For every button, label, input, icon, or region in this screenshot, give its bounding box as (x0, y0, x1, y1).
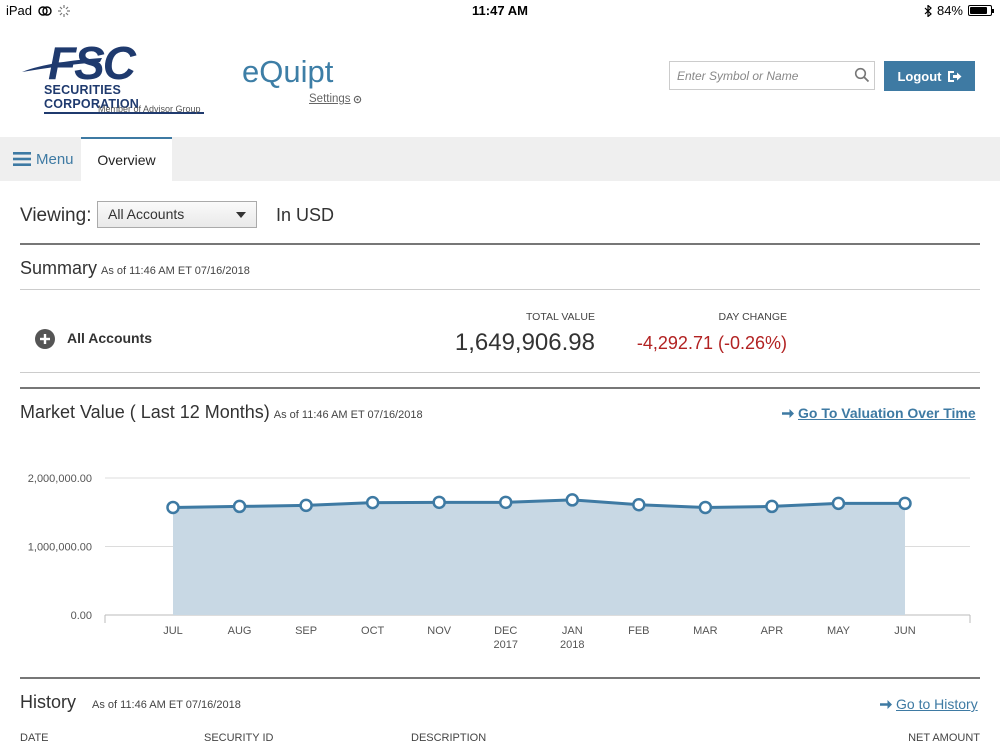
arrow-right-icon (782, 408, 794, 418)
logout-icon (947, 70, 962, 82)
gear-icon (353, 95, 361, 103)
market-value-as-of: As of 11:46 AM ET 07/16/2018 (273, 409, 423, 421)
data-point (232, 499, 247, 514)
x-tick-label: NOV (427, 625, 452, 637)
status-time: 11:47 AM (472, 3, 528, 18)
history-as-of: As of 11:46 AM ET 07/16/2018 (92, 699, 241, 711)
divider (20, 387, 980, 389)
tab-overview[interactable]: Overview (81, 137, 172, 181)
screen-mirroring-icon (38, 5, 52, 16)
data-point (698, 500, 713, 515)
total-value: 1,649,906.98 (454, 329, 595, 356)
y-tick-label: 0.00 (71, 610, 92, 622)
arrow-right-icon (880, 699, 892, 709)
settings-label: Settings (309, 93, 351, 105)
x-tick-label: DEC (494, 625, 517, 637)
battery-icon (968, 5, 994, 16)
day-change-value: -4,292.71 (-0.26%) (636, 333, 787, 353)
x-tick-label: APR (761, 625, 784, 637)
column-header-net-amount[interactable]: NET AMOUNT (908, 732, 980, 744)
logo-tagline: Member of Advisor Group (98, 104, 201, 114)
data-point (299, 498, 313, 513)
data-point (365, 495, 380, 510)
all-accounts-label: All Accounts (67, 330, 153, 346)
symbol-search[interactable] (669, 61, 875, 90)
data-point (898, 496, 912, 511)
search-icon[interactable] (854, 67, 870, 83)
summary-as-of: As of 11:46 AM ET 07/16/2018 (101, 265, 250, 277)
account-select-value: All Accounts (108, 206, 185, 222)
divider (20, 677, 980, 679)
account-select[interactable]: All Accounts (97, 201, 257, 228)
x-tick-label: JUL (163, 625, 183, 637)
series-line (172, 498, 905, 509)
x-tick-label: SEP (295, 625, 317, 637)
valuation-link-label: Go To Valuation Over Time (798, 405, 976, 421)
day-change-header: DAY CHANGE (718, 311, 787, 323)
data-point (565, 493, 580, 507)
x-tick-label: MAR (693, 625, 718, 637)
currency-label: In USD (276, 205, 335, 225)
device-name: iPad (6, 3, 33, 18)
data-point (765, 499, 779, 514)
data-point (432, 495, 446, 510)
menu-button[interactable]: Menu (13, 137, 74, 181)
logout-button[interactable]: Logout (884, 61, 975, 91)
history-title: History (20, 692, 77, 712)
go-to-history-link[interactable]: Go to History (880, 696, 978, 712)
viewing-label: Viewing: (20, 205, 92, 226)
expand-plus-icon[interactable] (35, 329, 55, 349)
x-tick-label: MAY (827, 625, 851, 637)
market-value-header: Market Value ( Last 12 Months) As of 11:4… (20, 402, 423, 423)
valuation-over-time-link[interactable]: Go To Valuation Over Time (782, 405, 976, 421)
column-header-date[interactable]: DATE (20, 732, 49, 744)
x-tick-label: JUN (894, 625, 915, 637)
divider (20, 243, 980, 245)
brand-name: eQuipt (242, 54, 334, 89)
logo-swoosh-icon (22, 58, 102, 72)
divider (20, 289, 980, 290)
summary-title: Summary (20, 258, 98, 278)
total-value-header: TOTAL VALUE (525, 311, 595, 323)
battery-percent: 84% (936, 3, 963, 18)
market-value-title: Market Value ( Last 12 Months) (20, 402, 270, 422)
hamburger-icon (13, 152, 31, 166)
data-point (831, 496, 846, 511)
y-tick-label: 2,000,000.00 (28, 473, 92, 485)
summary-header: Summary As of 11:46 AM ET 07/16/2018 (20, 258, 250, 279)
history-link-label: Go to History (896, 696, 978, 712)
column-header-security-id[interactable]: SECURITY ID (204, 732, 274, 744)
x-tick-label: AUG (228, 625, 252, 637)
menu-label: Menu (36, 150, 74, 168)
logo-wordmark: FSC (48, 37, 136, 89)
y-tick-label: 1,000,000.00 (28, 542, 92, 554)
logo-subtitle: SECURITIES CORPORATION (44, 83, 204, 114)
market-value-chart: 0.00 1,000,000.00 2,000,000.00 JUL AUG SEP OCT… (28, 473, 971, 651)
x-tick-label: 2017 (493, 639, 517, 651)
data-point (632, 497, 646, 512)
fsc-logo[interactable]: FSC SECURITIES CORPORATION Member of Adv… (22, 36, 204, 120)
series-area (173, 499, 905, 615)
logout-label: Logout (897, 68, 942, 84)
status-bar: iPad 11:47 AM 84% (0, 0, 1000, 22)
x-tick-label: OCT (361, 625, 385, 637)
activity-spinner-icon (58, 4, 71, 17)
settings-link[interactable]: Settings (309, 93, 362, 105)
search-input[interactable] (670, 62, 848, 89)
x-tick-label: 2018 (560, 639, 584, 651)
x-tick-label: FEB (628, 625, 649, 637)
data-point (498, 495, 513, 510)
history-header: History As of 11:46 AM ET 07/16/2018 (20, 692, 241, 713)
x-tick-label: JAN (562, 625, 583, 637)
column-header-description[interactable]: DESCRIPTION (411, 732, 487, 744)
nav-bar: Menu Overview (0, 137, 1000, 181)
divider (20, 372, 980, 373)
data-point (166, 500, 180, 515)
bluetooth-icon (924, 4, 932, 17)
battery-fill (970, 7, 987, 14)
chevron-down-icon (236, 212, 246, 218)
